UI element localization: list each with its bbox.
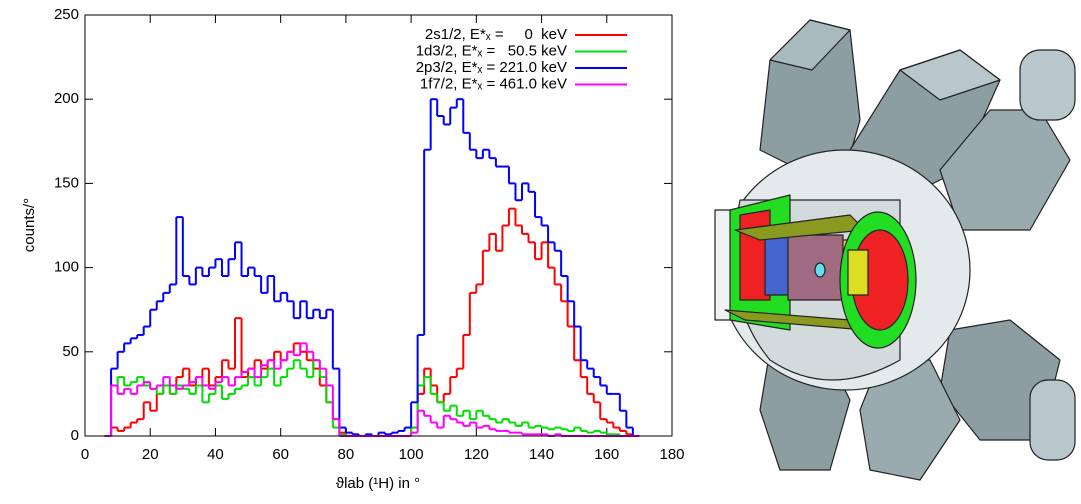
series — [105, 360, 640, 436]
silicon-sector — [765, 235, 790, 295]
legend-label: 2p3/2, E*ₓ = 221.0 keV — [416, 59, 567, 76]
silicon-sector — [848, 250, 868, 295]
plot: 0 20 40 60 80 100 120 140 160 180 0 50 100 150 200 250 2… — [54, 6, 685, 463]
x-tick-label: 100 — [399, 446, 424, 463]
legend-label: 1d3/2, E*ₓ = 50.5 keV — [416, 42, 567, 59]
x-tick-label: 20 — [142, 446, 159, 463]
x-tick-label: 160 — [594, 446, 619, 463]
photomultiplier — [1020, 50, 1075, 120]
figure: 0 20 40 60 80 100 120 140 160 180 0 50 100 150 200 250 2… — [0, 0, 1081, 499]
y-tick-label: 0 — [71, 427, 79, 444]
legend-label: 1f7/2, E*ₓ = 461.0 keV — [420, 75, 567, 92]
x-tick-label: 80 — [338, 446, 355, 463]
series — [105, 209, 640, 436]
y-tick-label: 200 — [54, 90, 79, 107]
x-tick-label: 180 — [659, 446, 684, 463]
x-tick-label: 60 — [272, 446, 289, 463]
x-axis-label: ϑlab (¹H) in ° — [336, 475, 420, 492]
detector-illustration — [715, 20, 1075, 480]
y-tick-label: 100 — [54, 259, 79, 276]
y-tick-label: 150 — [54, 174, 79, 191]
x-tick-label: 40 — [207, 446, 224, 463]
y-axis-label: counts/° — [21, 198, 38, 252]
target — [815, 263, 825, 277]
legend-label: 2s1/2, E*ₓ = 0 keV — [425, 26, 567, 43]
x-tick-label: 120 — [464, 446, 489, 463]
photomultiplier — [1030, 380, 1075, 460]
y-tick-label: 50 — [62, 343, 79, 360]
y-tick-label: 250 — [54, 6, 79, 23]
x-tick-label: 0 — [81, 446, 89, 463]
plot-frame — [85, 15, 672, 436]
x-tick-label: 140 — [529, 446, 554, 463]
